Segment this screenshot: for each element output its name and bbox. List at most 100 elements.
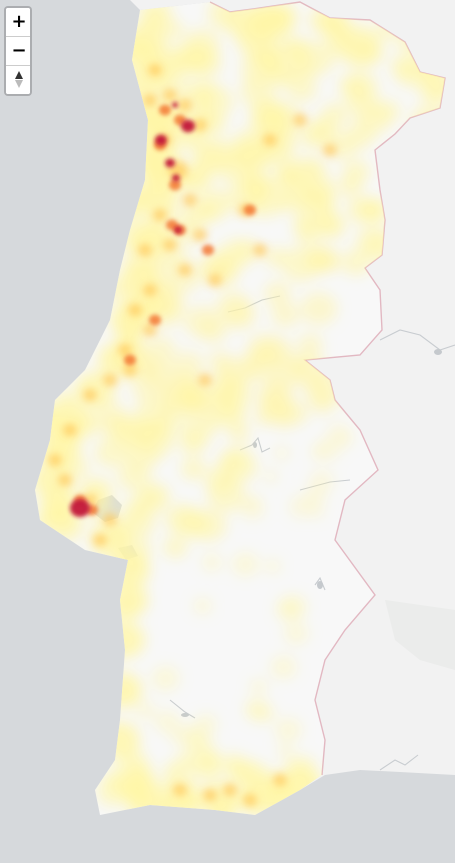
heat-point-low xyxy=(270,655,297,680)
heat-point-low xyxy=(180,457,207,481)
zoom-in-button[interactable]: + xyxy=(6,8,30,37)
heat-point-low xyxy=(338,32,380,69)
heat-point-low xyxy=(341,248,372,276)
heat-point-mid xyxy=(93,533,107,547)
heat-point-coast xyxy=(40,487,80,523)
compass-north-icon xyxy=(15,71,23,79)
heat-point-mid xyxy=(143,283,157,297)
heat-point-low xyxy=(297,333,323,357)
heat-point-mid xyxy=(293,113,307,127)
heat-point-low xyxy=(249,678,268,696)
heat-point-low xyxy=(263,469,279,484)
heat-point-mid xyxy=(178,263,192,277)
heat-point-low xyxy=(309,504,325,519)
zoom-out-button[interactable]: − xyxy=(6,37,30,66)
heat-point-high xyxy=(244,204,256,216)
heat-point-mid xyxy=(178,98,192,112)
heat-point-peak xyxy=(155,134,167,146)
heat-point-mid xyxy=(48,453,62,467)
heat-point-mid xyxy=(63,423,77,437)
heat-point-low xyxy=(168,261,202,292)
heat-point-low xyxy=(342,159,371,184)
heat-point-low xyxy=(161,19,184,40)
heatmap-layer xyxy=(35,2,445,815)
heat-point-coast xyxy=(108,582,148,618)
heat-point-mid xyxy=(118,343,132,357)
heat-point-low xyxy=(240,171,274,202)
heat-point-low xyxy=(244,700,263,717)
heat-point-mid xyxy=(183,193,197,207)
heat-point-coast xyxy=(105,622,145,658)
heat-point-low xyxy=(206,477,246,512)
heat-point-peak xyxy=(172,174,180,182)
heat-point-low xyxy=(303,184,336,214)
heat-point-low xyxy=(235,238,260,261)
heat-point-coast xyxy=(120,772,160,808)
heat-point-low xyxy=(346,89,379,119)
heat-point-coast xyxy=(280,767,320,803)
heat-point-low xyxy=(170,724,196,748)
heat-point-mid xyxy=(58,473,72,487)
heat-point-mid xyxy=(223,783,237,797)
minus-icon: − xyxy=(11,40,27,61)
heat-point-low xyxy=(215,291,252,324)
heat-point-low xyxy=(265,559,281,574)
heat-point-peak xyxy=(165,158,175,168)
terrain-shade xyxy=(385,600,455,670)
heat-point-low xyxy=(154,710,180,734)
reservoirs xyxy=(181,349,442,717)
heat-point-low xyxy=(309,469,335,493)
heat-point-low xyxy=(308,377,334,400)
zoom-control: + − xyxy=(4,6,32,96)
heat-point-low xyxy=(265,357,302,391)
heat-point-mid xyxy=(203,788,217,802)
heat-point-mid xyxy=(173,783,187,797)
heat-point-low xyxy=(151,665,180,692)
heat-point-mid xyxy=(148,63,162,77)
heat-point-peak xyxy=(172,102,178,108)
heat-point-low xyxy=(237,353,263,376)
heat-point-low xyxy=(193,597,212,615)
heat-point-low xyxy=(271,301,300,328)
heat-point-coast xyxy=(90,522,130,558)
heat-point-low xyxy=(274,717,302,743)
heat-point-low xyxy=(222,753,245,774)
heat-point-low xyxy=(287,74,317,102)
plus-icon: + xyxy=(11,11,27,32)
heat-point-mid xyxy=(153,208,167,222)
heat-point-low xyxy=(208,350,233,372)
heat-point-low xyxy=(223,401,247,423)
heat-point-low xyxy=(326,18,353,43)
heat-point-low xyxy=(254,407,276,427)
heat-point-low xyxy=(235,458,252,473)
heat-point-mid xyxy=(323,143,337,157)
heat-point-coast xyxy=(125,22,165,58)
heat-point-low xyxy=(149,412,179,439)
heat-point-low xyxy=(177,385,205,410)
heat-point-low xyxy=(208,369,245,403)
heat-point-low xyxy=(162,763,182,780)
heat-point-coast xyxy=(100,722,140,758)
heat-point-coast xyxy=(138,182,178,218)
heat-point-low xyxy=(163,536,188,559)
heat-point-mid xyxy=(163,238,177,252)
heat-point-mid xyxy=(208,273,222,287)
heat-point-low xyxy=(233,16,269,48)
heat-point-mid xyxy=(198,373,212,387)
heat-point-low xyxy=(315,212,343,236)
compass-south-icon xyxy=(15,80,23,88)
heat-point-peak xyxy=(181,119,195,133)
heat-point-low xyxy=(263,246,287,268)
heat-point-high xyxy=(149,314,161,326)
heat-point-mid xyxy=(128,303,142,317)
heat-point-low xyxy=(172,351,204,380)
heat-point-low xyxy=(305,248,333,273)
heat-point-low xyxy=(359,198,385,221)
heat-point-low xyxy=(283,622,309,645)
heat-point-low xyxy=(304,486,327,506)
heat-point-high xyxy=(202,244,214,256)
compass-reset-button[interactable] xyxy=(6,66,30,94)
heat-point-low xyxy=(240,53,277,86)
